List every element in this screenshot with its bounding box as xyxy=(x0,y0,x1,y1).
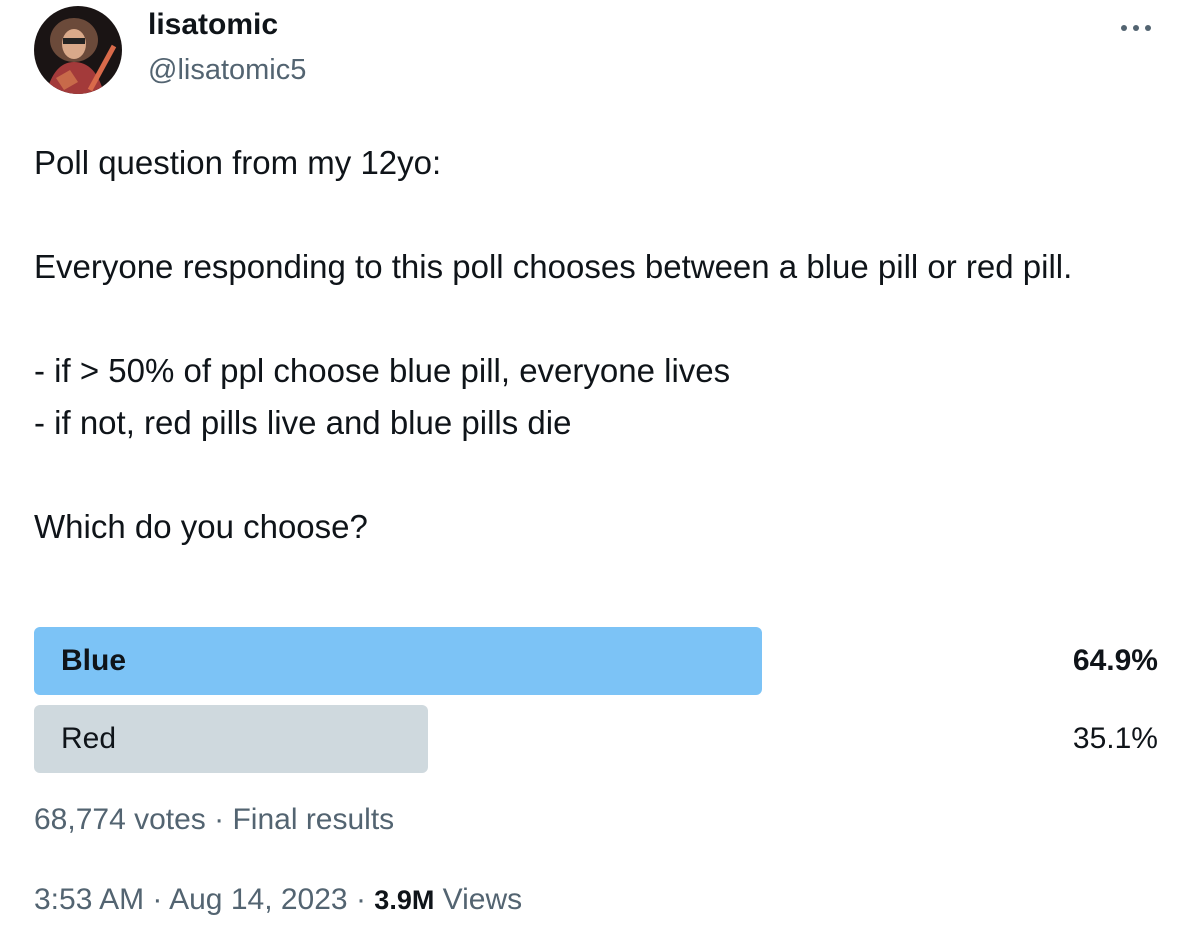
avatar[interactable] xyxy=(34,6,122,94)
poll-bar xyxy=(34,627,763,695)
poll-bar xyxy=(34,705,428,773)
option-label: Red xyxy=(61,722,117,755)
paragraph: Which do you choose? xyxy=(34,508,368,545)
tweet-text: Poll question from my 12yo: Everyone res… xyxy=(34,137,1144,605)
date[interactable]: Aug 14, 2023 xyxy=(169,883,348,916)
paragraph: Everyone responding to this poll chooses… xyxy=(34,248,1073,285)
option-percent: 64.9% xyxy=(1072,644,1158,677)
separator: · xyxy=(355,883,366,916)
paragraph: - if > 50% of ppl choose blue pill, ever… xyxy=(34,352,731,389)
more-button[interactable] xyxy=(1118,20,1154,36)
views-label: Views xyxy=(442,883,523,916)
option-percent: 35.1% xyxy=(1072,722,1158,755)
paragraph: - if not, red pills live and blue pills … xyxy=(34,404,572,441)
separator: · xyxy=(152,883,163,916)
paragraph: Poll question from my 12yo: xyxy=(34,144,442,181)
time[interactable]: 3:53 AM xyxy=(34,883,145,916)
poll-summary: 68,774 votes · Final results xyxy=(34,803,395,836)
author-name[interactable]: lisatomic xyxy=(148,8,279,41)
author-handle[interactable]: @lisatomic5 xyxy=(148,54,307,86)
tweet-meta: 3:53 AM · Aug 14, 2023 · 3.9M Views xyxy=(34,883,522,917)
views-count: 3.9M xyxy=(374,885,435,915)
option-label: Blue xyxy=(61,644,127,677)
